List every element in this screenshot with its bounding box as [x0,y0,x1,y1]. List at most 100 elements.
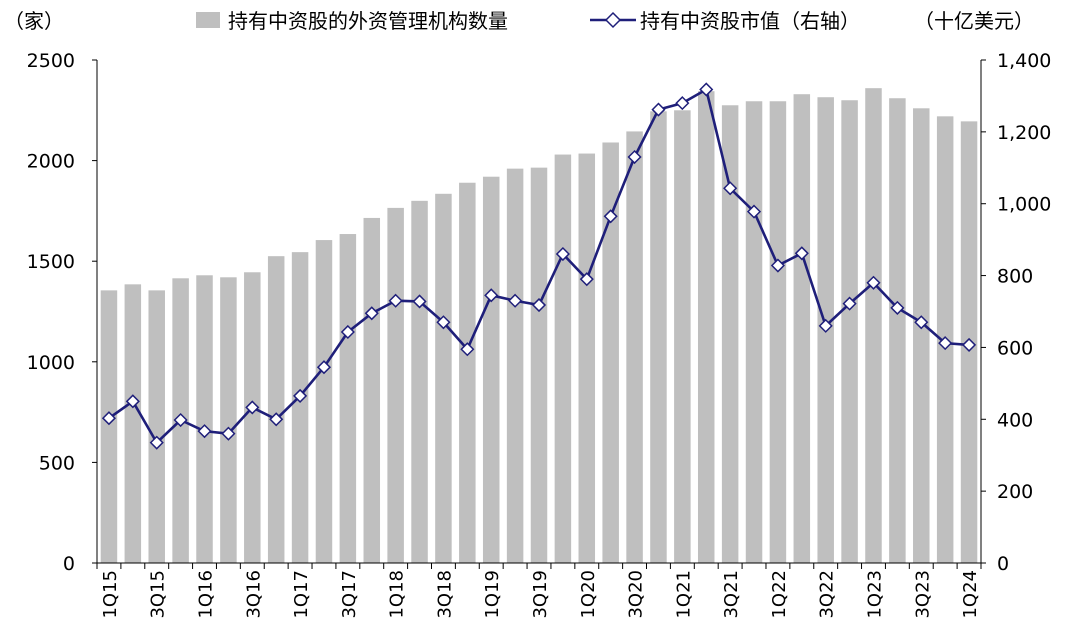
line-point [961,337,977,352]
left-axis-tick-label: 2500 [27,50,75,72]
bar [315,240,333,563]
legend-bar-swatch [196,12,220,28]
bar [913,108,930,563]
right-axis-tick-label: 400 [997,409,1033,431]
x-axis-tick-label: 3Q21 [721,570,742,619]
line-point [388,293,403,308]
x-axis-tick-label: 3Q15 [148,570,169,619]
line-point [938,336,953,351]
line-point [412,294,427,309]
line-point [173,412,188,428]
right-axis-tick-label: 200 [997,481,1033,503]
legend: 持有中资股的外资管理机构数量 持有中资股市值（右轴） [196,9,860,33]
line-point [484,288,499,303]
right-axis-tick-label: 800 [997,266,1033,288]
line-point [794,246,809,261]
line-point [125,394,140,409]
right-axis-tick-label: 1,000 [997,194,1051,216]
bar [363,217,381,563]
bar [244,272,261,563]
line-point [293,388,308,403]
line-point [603,209,618,224]
right-axis-unit: （十亿美元） [914,9,1034,33]
x-axis-tick-label: 1Q21 [673,570,694,619]
bar [697,91,715,563]
bar [865,88,882,564]
bar [602,142,619,564]
line-point [101,411,117,426]
line-point [340,324,355,340]
right-axis-tick-label: 0 [997,553,1009,575]
bar [482,176,500,563]
bar [459,182,476,564]
line-point [579,272,594,287]
right-axis-tick-label: 1,400 [997,50,1051,72]
left-axis-unit: （家） [4,9,64,33]
x-axis-tick-label: 1Q16 [196,570,217,619]
line-point [531,297,547,313]
left-axis-tick-label: 1000 [27,352,75,374]
line-point [651,102,666,117]
x-axis-tick-label: 3Q18 [434,570,455,619]
x-axis-tick-label: 1Q19 [482,570,503,619]
bar [435,193,452,564]
line-point [675,96,690,111]
x-axis-tick-label: 1Q18 [387,570,408,619]
bar [220,277,237,563]
line-point [269,412,284,427]
line-point [508,293,523,308]
bar [291,252,309,563]
line-point [197,424,212,439]
x-axis-tick-label: 3Q23 [912,570,933,619]
bar [100,290,118,563]
bar [889,98,906,563]
line-point [770,258,785,273]
legend-line-marker [604,11,622,29]
bar [196,275,213,563]
bar [387,207,404,563]
left-axis-tick-label: 2000 [27,151,75,173]
bar [721,105,739,564]
line-point [245,400,260,415]
line-point [818,318,833,333]
plot-area: 0 500 1000 1500 2000 2500 0 200 400 600 800 1,000 1,… [27,50,1052,619]
bar [841,100,858,564]
line-point [842,296,857,311]
bar [339,234,357,564]
x-axis-tick-label: 1Q20 [578,570,599,619]
right-axis-tick-label: 1,200 [997,122,1051,144]
line-point [460,342,475,357]
right-axis-tick-label: 600 [997,337,1033,359]
x-axis-tick-label: 1Q24 [960,570,981,619]
bar [148,290,165,563]
legend-bar-label: 持有中资股的外资管理机构数量 [228,9,508,33]
bar [530,167,548,563]
left-axis-tick-label: 0 [63,553,75,575]
line-point [221,426,236,441]
bar [506,168,524,563]
bar [626,131,643,563]
x-axis-tick-label: 3Q16 [243,570,264,619]
x-axis-tick-label: 1Q22 [769,570,790,619]
x-axis-tick-label: 1Q17 [291,570,312,619]
bar [554,154,572,563]
line-point [316,360,332,375]
bar [650,111,667,563]
x-axis-tick-label: 3Q19 [530,570,551,619]
bar [411,200,428,563]
line-point [914,315,929,330]
line-point [436,315,451,330]
left-axis-tick-label: 500 [39,452,75,474]
line-point [723,181,738,196]
x-axis-tick-label: 3Q17 [339,570,360,619]
line-point [364,306,379,321]
line-point [555,246,570,262]
bar [793,94,811,563]
left-axis-tick-label: 1500 [27,251,75,273]
line-point [149,435,164,450]
line-point [866,275,881,290]
x-axis-tick-label: 1Q15 [100,570,121,619]
bar [124,284,142,563]
bar [578,153,596,563]
